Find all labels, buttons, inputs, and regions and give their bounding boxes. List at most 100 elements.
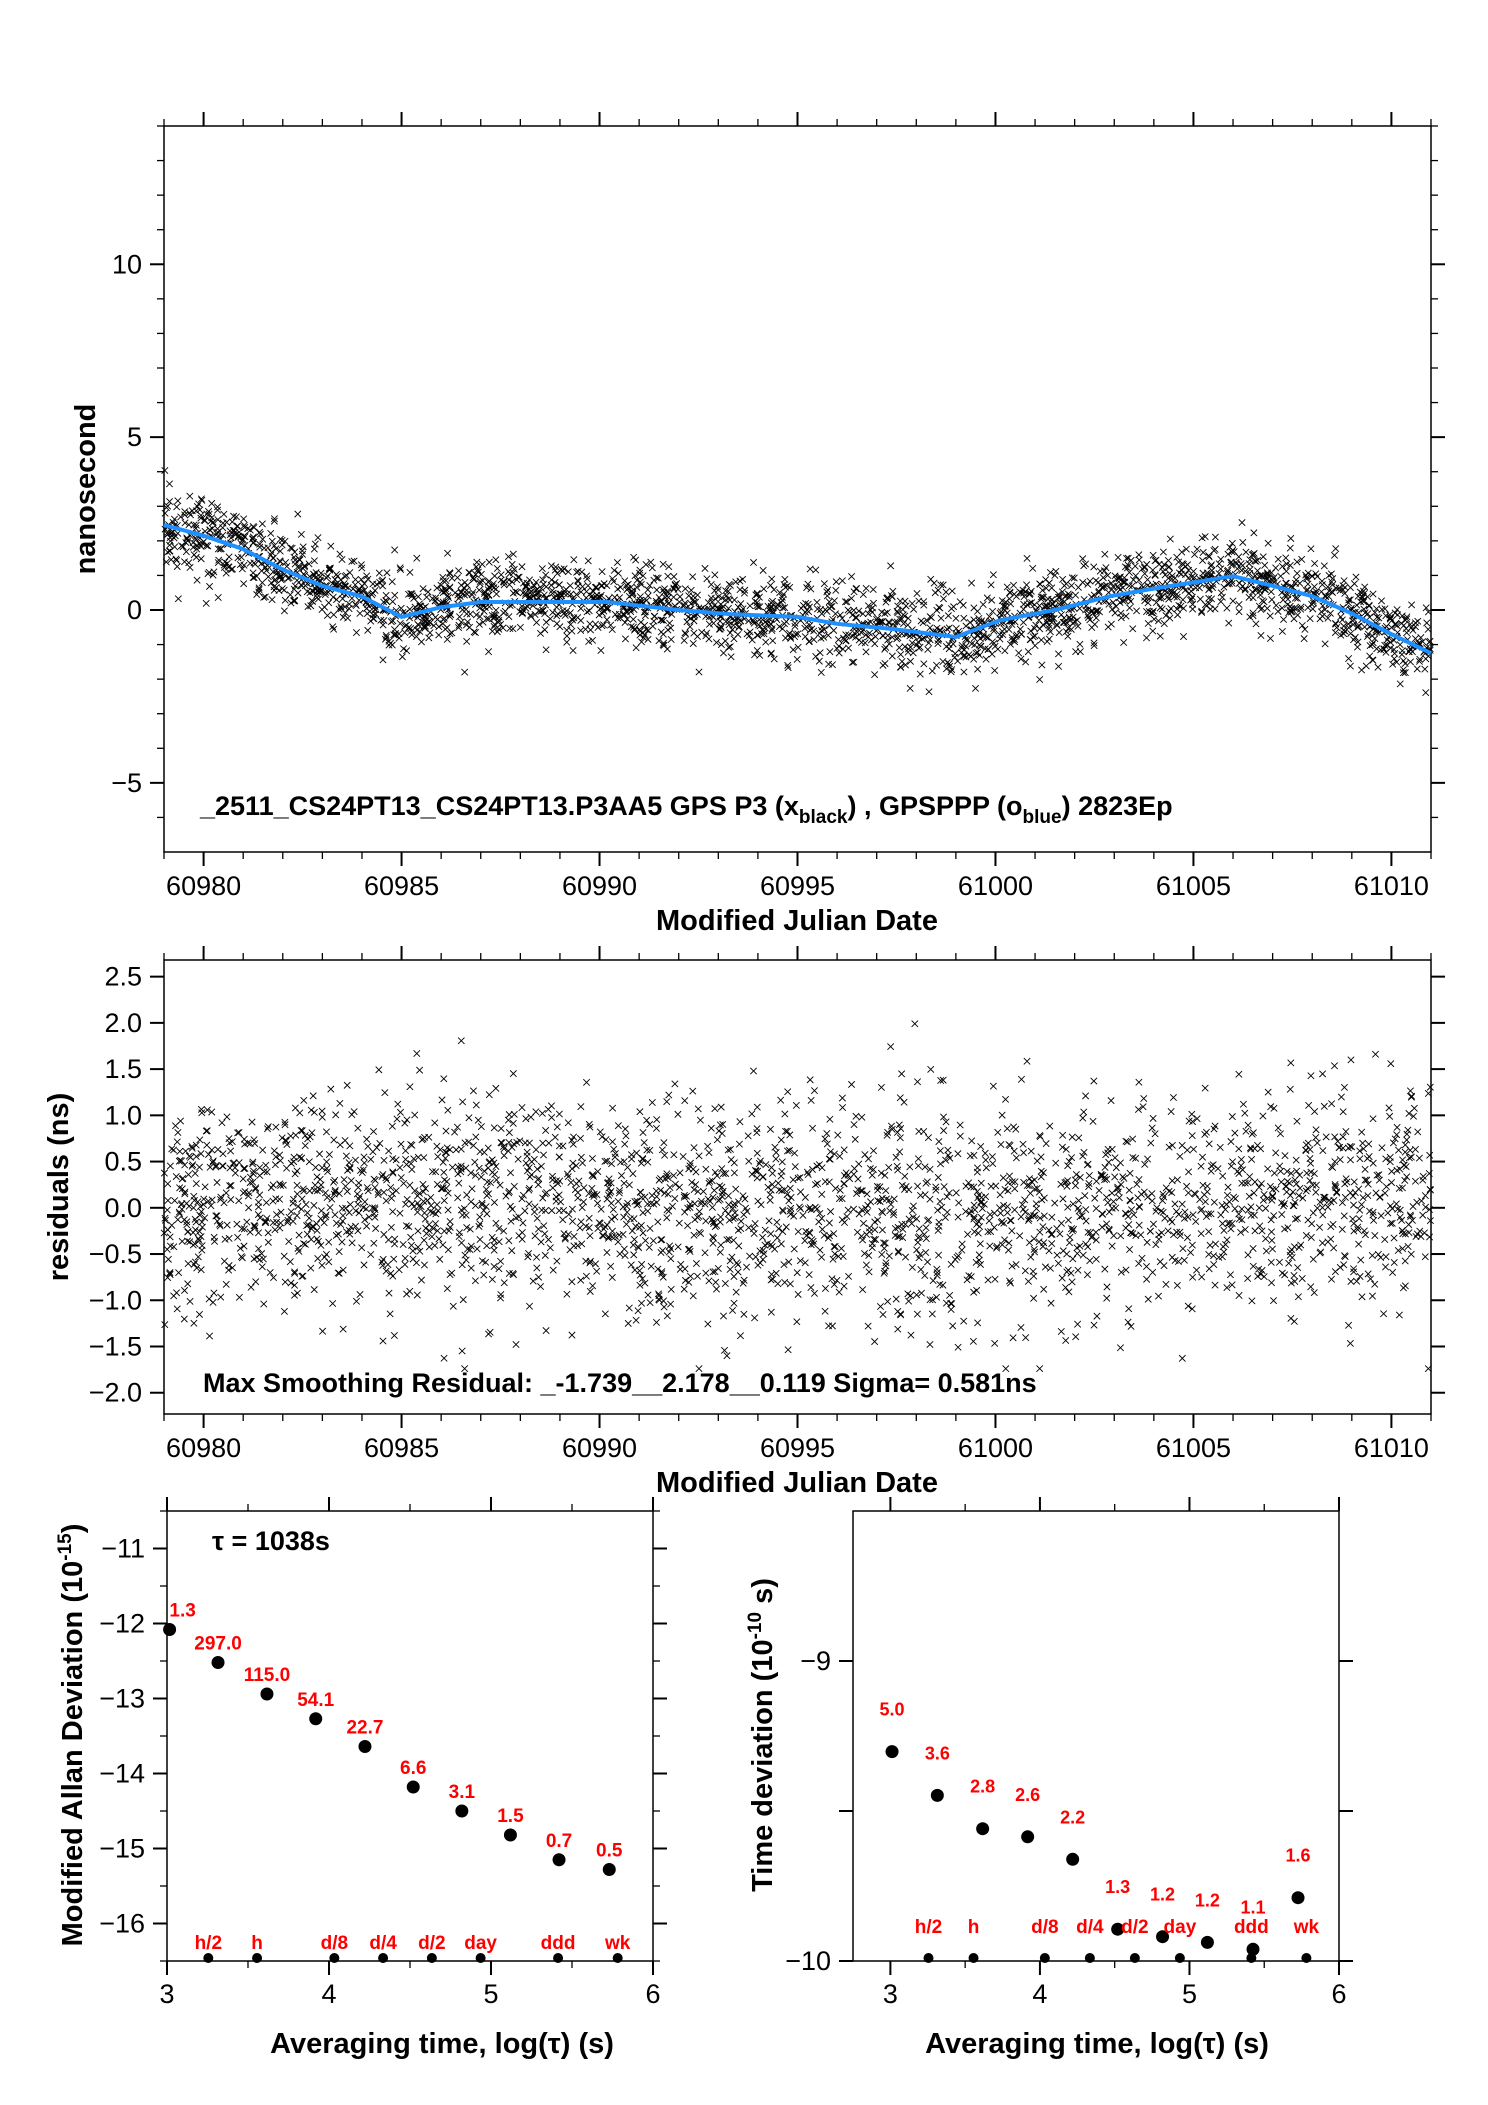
scatter-point xyxy=(1353,643,1361,651)
scatter-point xyxy=(303,1222,311,1230)
scatter-point xyxy=(1068,1133,1076,1141)
scatter-point xyxy=(1152,1241,1160,1249)
scatter-point xyxy=(1346,1189,1354,1197)
scatter-point xyxy=(920,1230,928,1238)
scatter-point xyxy=(967,1273,975,1281)
scatter-point xyxy=(697,1230,705,1238)
scatter-point xyxy=(850,606,858,614)
scatter-point xyxy=(1407,1153,1415,1161)
scatter-point xyxy=(991,1339,999,1347)
scatter-point xyxy=(942,665,950,673)
scatter-point xyxy=(974,631,982,639)
scatter-point xyxy=(1419,638,1427,646)
scatter-point xyxy=(1140,1094,1148,1103)
scatter-point xyxy=(181,1190,189,1198)
scatter-point xyxy=(213,1212,221,1220)
scatter-point xyxy=(719,649,728,657)
scatter-point xyxy=(419,1197,428,1205)
scatter-point xyxy=(630,1251,638,1259)
scatter-point xyxy=(1220,1226,1228,1234)
scatter-point xyxy=(337,1220,345,1228)
scatter-point xyxy=(323,1164,331,1172)
scatter-point xyxy=(764,1183,772,1191)
scatter-point xyxy=(330,1136,338,1144)
scatter-point xyxy=(490,1124,498,1132)
scatter-point xyxy=(908,639,916,647)
scatter-point xyxy=(556,1177,564,1185)
scatter-point xyxy=(1368,1251,1376,1259)
scatter-point xyxy=(281,596,289,604)
scatter-point xyxy=(715,1127,723,1135)
scatter-point xyxy=(1223,1284,1231,1292)
scatter-point xyxy=(1411,1177,1419,1185)
scatter-point xyxy=(1082,1206,1090,1214)
scatter-point xyxy=(485,1330,493,1338)
scatter-point xyxy=(719,602,727,610)
scatter-point xyxy=(1122,1137,1130,1145)
scatter-point xyxy=(553,1257,561,1265)
scatter-point xyxy=(650,612,658,620)
scatter-point xyxy=(1291,594,1299,602)
scatter-point xyxy=(724,604,733,612)
scatter-point xyxy=(806,1076,814,1084)
scatter-point xyxy=(1024,1277,1032,1285)
scatter-point xyxy=(175,1269,183,1277)
scatter-point xyxy=(832,578,840,586)
scatter-point xyxy=(189,1161,197,1169)
scatter-point xyxy=(549,1184,557,1192)
scatter-point xyxy=(186,511,195,519)
scatter-point xyxy=(181,519,189,527)
scatter-point xyxy=(1231,1129,1239,1137)
scatter-point xyxy=(1076,1242,1084,1250)
scatter-point xyxy=(195,1310,203,1318)
scatter-point xyxy=(1421,1192,1429,1200)
scatter-point xyxy=(1346,584,1354,592)
scatter-point xyxy=(985,612,993,620)
scatter-point xyxy=(954,1213,962,1221)
scatter-point xyxy=(173,1305,181,1313)
scatter-point xyxy=(455,624,463,632)
scatter-point xyxy=(976,1240,984,1248)
scatter-point xyxy=(1187,587,1195,595)
scatter-point xyxy=(1003,583,1011,591)
scatter-point xyxy=(929,1277,937,1285)
scatter-point xyxy=(666,1242,674,1250)
scatter-point xyxy=(310,557,318,565)
scatter-point xyxy=(623,1163,632,1171)
scatter-point xyxy=(464,1245,472,1253)
scatter-point xyxy=(1185,1168,1193,1176)
scatter-point xyxy=(1003,1209,1011,1217)
scatter-point xyxy=(920,601,928,609)
scatter-point xyxy=(388,578,396,586)
scatter-point xyxy=(681,1208,689,1216)
scatter-point xyxy=(660,1303,668,1311)
scatter-point xyxy=(1062,1283,1070,1292)
scatter-point xyxy=(963,1276,971,1284)
scatter-point xyxy=(1378,606,1386,614)
scatter-point xyxy=(902,1253,910,1261)
scatter-point xyxy=(1166,587,1174,595)
scatter-point xyxy=(805,638,813,646)
scatter-point xyxy=(522,583,530,591)
scatter-point xyxy=(1231,1205,1239,1213)
scatter-point xyxy=(171,1197,179,1205)
scatter-point xyxy=(214,559,222,567)
scatter-point xyxy=(1046,628,1054,636)
scatter-point xyxy=(896,1232,904,1241)
scatter-point xyxy=(1082,1092,1090,1100)
scatter-point xyxy=(881,645,889,653)
scatter-point xyxy=(397,1140,405,1148)
scatter-point xyxy=(1353,601,1361,609)
scatter-point xyxy=(300,1187,308,1195)
scatter-point xyxy=(533,618,541,627)
scatter-point xyxy=(937,1077,945,1085)
scatter-point xyxy=(201,1183,209,1191)
scatter-point xyxy=(1196,1195,1204,1204)
scatter-point xyxy=(527,612,535,621)
scatter-point xyxy=(611,1232,619,1240)
scatter-point xyxy=(982,1156,990,1164)
scatter-point xyxy=(1045,614,1053,622)
scatter-point xyxy=(499,1143,508,1151)
scatter-point xyxy=(389,598,397,606)
scatter-point xyxy=(396,619,404,628)
